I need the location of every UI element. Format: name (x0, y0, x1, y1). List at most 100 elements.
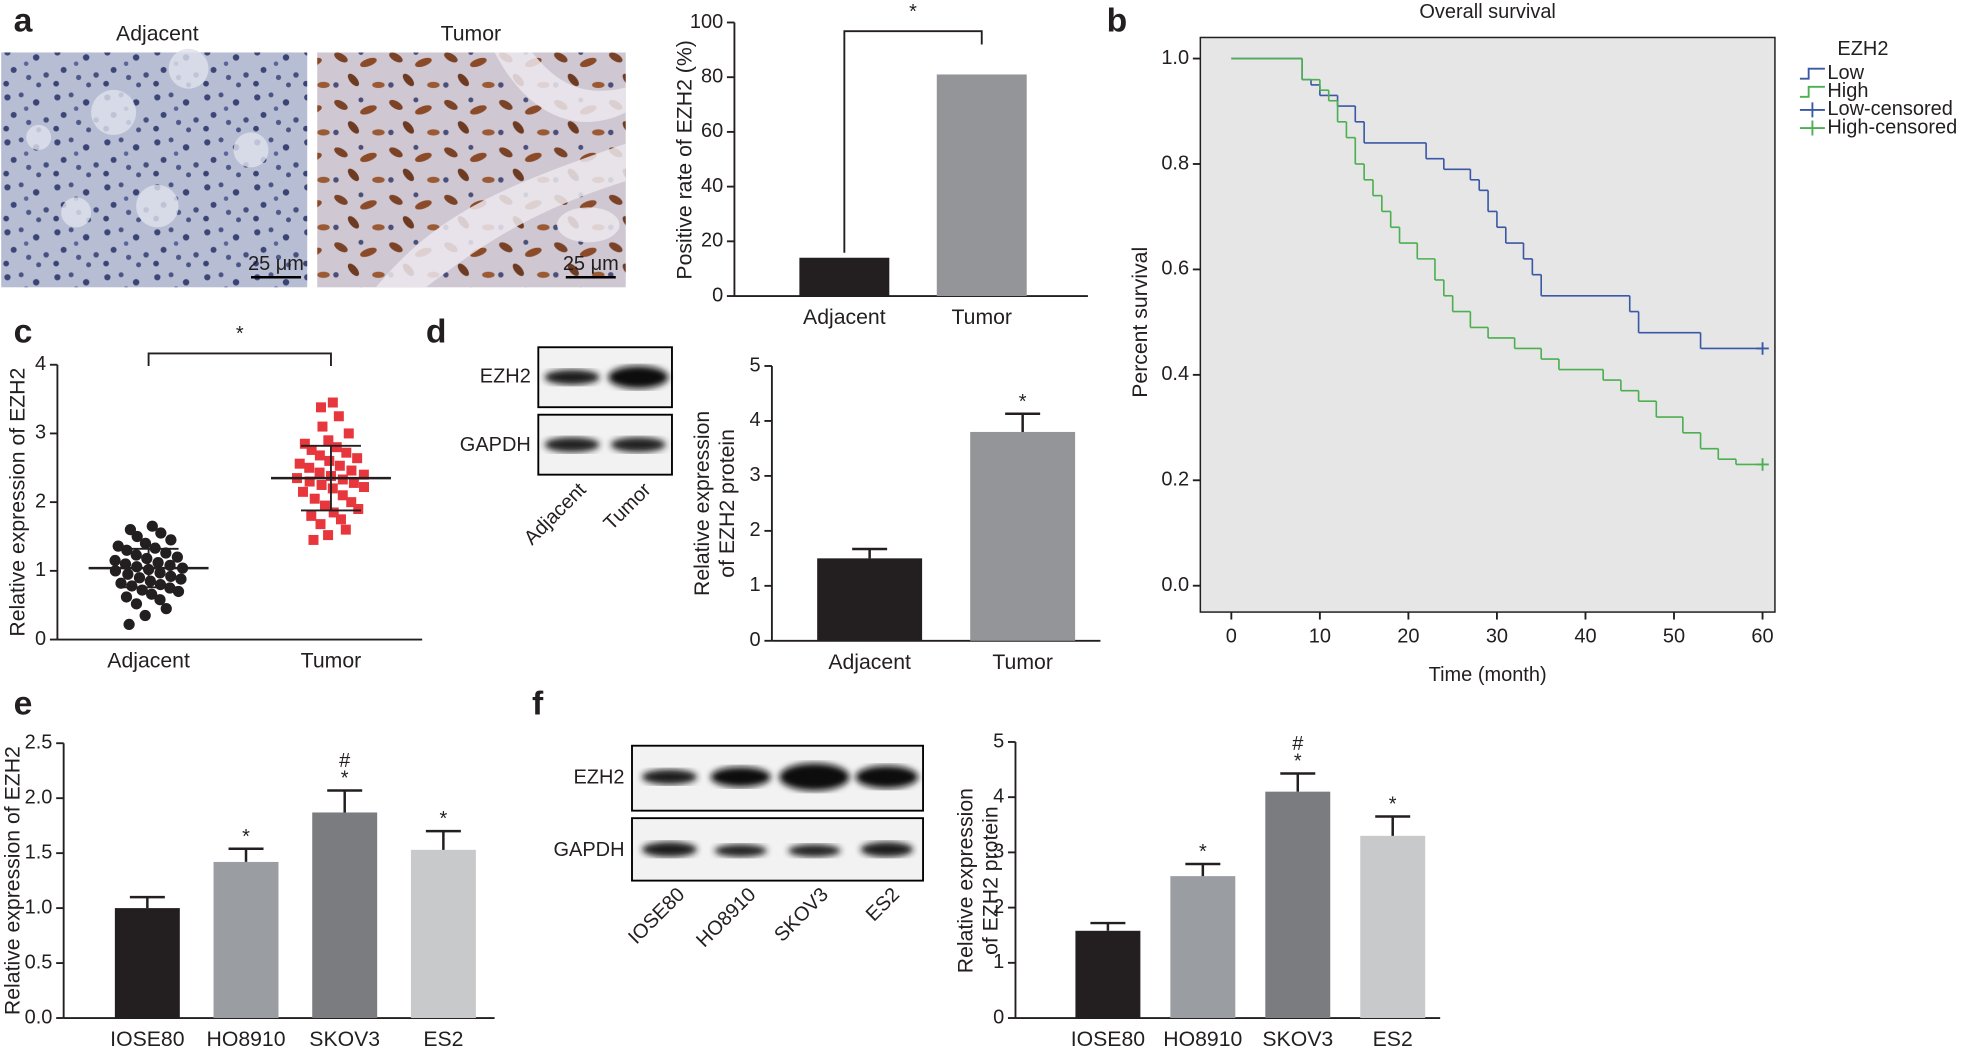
legend-symbol (1799, 67, 1825, 80)
x-tick-label: IOSE80 (1071, 1028, 1145, 1051)
data-point (352, 453, 363, 464)
blot-lane-label: HO8910 (692, 884, 760, 952)
data-point (141, 552, 153, 565)
y-tick-label: 4 (35, 353, 46, 375)
y-tick-label: 0 (750, 629, 761, 651)
y-tick-label: 4 (750, 409, 761, 431)
data-point (306, 444, 317, 455)
data-point (297, 486, 308, 497)
image-label: Tumor (441, 23, 502, 46)
y-tick-label: 20 (701, 230, 723, 252)
scale-bar-label: 25 μm (563, 253, 619, 275)
blot-lane-label: ES2 (862, 884, 904, 926)
legend-label: High (1827, 80, 1868, 102)
data-point (124, 524, 137, 536)
data-point (323, 435, 334, 446)
y-tick-label: 0.5 (25, 951, 53, 973)
y-tick-label: 3 (35, 422, 46, 444)
y-tick-label: 80 (701, 65, 723, 87)
image-label: Adjacent (116, 23, 199, 46)
data-point (165, 534, 177, 546)
y-tick-label: 0.0 (1161, 574, 1189, 596)
y-tick-label: 0.2 (1161, 469, 1189, 491)
significance-label: * (341, 768, 349, 790)
y-tick-label: 1 (750, 574, 761, 596)
y-tick-label: 0 (712, 284, 723, 306)
y-tick-label: 0.4 (1161, 363, 1189, 385)
x-tick-label: SKOV3 (309, 1028, 380, 1051)
data-point (171, 551, 183, 563)
data-point (160, 603, 172, 615)
significance-bracket (147, 352, 332, 366)
error-bar (1185, 862, 1221, 877)
y-tick-label: 40 (701, 175, 723, 197)
legend-label: Low (1827, 62, 1864, 84)
data-point (146, 520, 158, 532)
data-point (122, 568, 134, 580)
bar (114, 908, 180, 1019)
significance-label: * (1199, 841, 1207, 863)
significance-label: * (909, 1, 917, 23)
data-point (306, 510, 317, 521)
x-tick-label: Adjacent (828, 651, 911, 674)
data-point (131, 530, 143, 543)
x-tick-label: Tumor (951, 306, 1012, 329)
y-tick-label: 2 (750, 519, 761, 541)
data-point (154, 578, 167, 591)
data-point (139, 537, 152, 549)
data-point (327, 397, 338, 408)
bar (213, 861, 279, 1019)
blot-lane-label: Tumor (600, 479, 656, 535)
legend-label: High-censored (1827, 116, 1957, 138)
bar (1075, 930, 1141, 1019)
data-point (348, 477, 359, 488)
x-tick-label: IOSE80 (110, 1028, 184, 1051)
significance-label: * (236, 323, 244, 345)
error-bar (1280, 772, 1316, 792)
y-axis-label: Relative expression of EZH2 (1, 746, 24, 1015)
scale-bar-label: 25 μm (248, 253, 304, 275)
y-tick-label: 3 (993, 841, 1004, 863)
data-point (315, 519, 326, 530)
panel-label: a (14, 1, 33, 39)
y-tick-label: 0.6 (1161, 258, 1189, 280)
data-point (340, 524, 351, 535)
legend-symbol (1799, 85, 1825, 98)
bar (799, 257, 890, 297)
panel-label: c (14, 312, 33, 350)
significance-label: * (1294, 750, 1302, 772)
bar (410, 849, 476, 1019)
data-point (337, 490, 348, 501)
error-bar (852, 547, 888, 559)
x-tick-label: SKOV3 (1262, 1028, 1333, 1051)
data-point (133, 572, 146, 584)
legend-title: EZH2 (1837, 38, 1888, 60)
x-tick-label: 0 (1226, 625, 1237, 647)
data-point (152, 556, 164, 569)
y-tick-label: 100 (690, 11, 723, 33)
data-point (331, 442, 342, 453)
blot-row-label: EZH2 (573, 766, 624, 788)
plot-area (1199, 36, 1776, 613)
ihc-image (1, 52, 308, 288)
blot-lane-label: Adjacent (520, 479, 591, 550)
data-point (175, 573, 187, 585)
data-point (154, 594, 166, 606)
legend-label: Low-censored (1827, 98, 1952, 120)
y-tick-label: 60 (701, 120, 723, 142)
y-tick-label: 0 (993, 1006, 1004, 1028)
western-blot (631, 744, 924, 882)
data-point (121, 544, 133, 556)
y-axis-label: Relative expression (954, 788, 977, 973)
y-tick-label: 1 (35, 559, 46, 581)
y-tick-label: 0.0 (25, 1006, 53, 1028)
significance-label: * (1019, 391, 1027, 413)
y-axis-label: Relative expression of EZH2 (6, 368, 29, 637)
significance-label: # (1292, 733, 1304, 755)
y-axis-label: Relative expression (691, 411, 714, 596)
y-tick-label: 2 (993, 896, 1004, 918)
data-point (337, 474, 348, 485)
error-bar (327, 789, 363, 813)
x-tick-label: HO8910 (206, 1028, 285, 1051)
